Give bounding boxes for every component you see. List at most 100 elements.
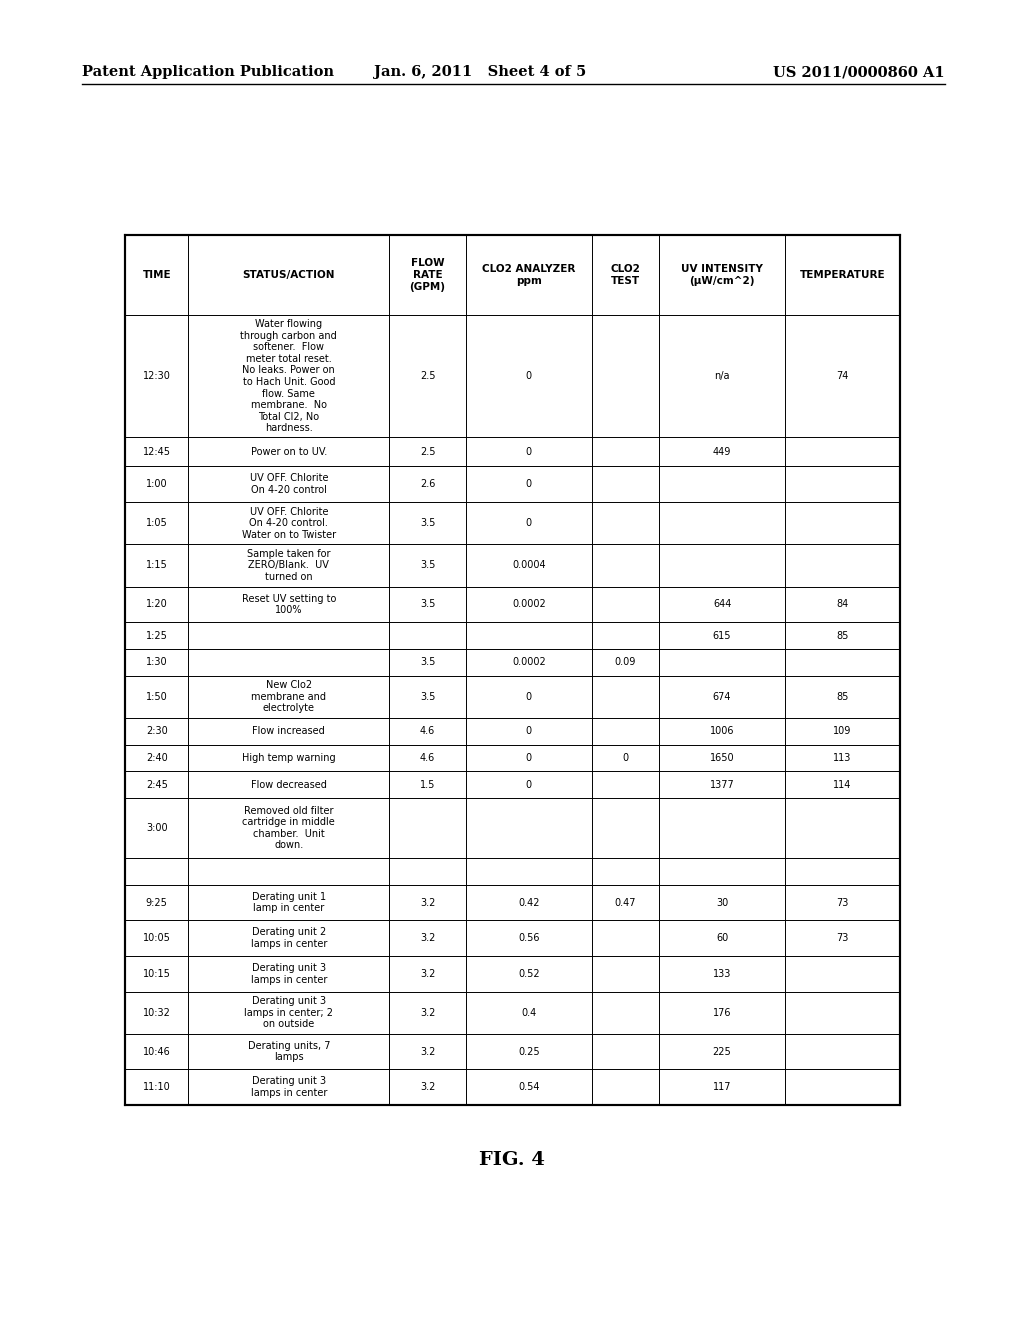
Text: Removed old filter
cartridge in middle
chamber.  Unit
down.: Removed old filter cartridge in middle c… [243,805,335,850]
Text: US 2011/0000860 A1: US 2011/0000860 A1 [773,65,945,79]
Text: 615: 615 [713,631,731,640]
Text: 85: 85 [837,692,849,702]
Text: Derating unit 1
lamp in center: Derating unit 1 lamp in center [252,892,326,913]
Text: 2.5: 2.5 [420,371,435,381]
Text: 10:32: 10:32 [142,1007,171,1018]
Text: 1:15: 1:15 [145,561,168,570]
Text: 1:25: 1:25 [145,631,168,640]
Text: 3.2: 3.2 [420,969,435,978]
Text: New Clo2
membrane and
electrolyte: New Clo2 membrane and electrolyte [251,680,327,713]
Text: 0.0002: 0.0002 [512,657,546,667]
Text: 4.6: 4.6 [420,752,435,763]
Text: Patent Application Publication: Patent Application Publication [82,65,334,79]
Text: 84: 84 [837,599,849,610]
Text: 1:00: 1:00 [146,479,168,490]
Text: TIME: TIME [142,271,171,280]
Text: 2.6: 2.6 [420,479,435,490]
Text: 0: 0 [525,726,531,737]
Text: High temp warning: High temp warning [242,752,336,763]
Text: 0: 0 [525,479,531,490]
Text: 2:40: 2:40 [145,752,168,763]
Text: Reset UV setting to
100%: Reset UV setting to 100% [242,594,336,615]
Text: 2:45: 2:45 [145,780,168,789]
Text: 0: 0 [525,447,531,457]
Text: Sample taken for
ZERO/Blank.  UV
turned on: Sample taken for ZERO/Blank. UV turned o… [247,549,331,582]
Text: Derating unit 2
lamps in center: Derating unit 2 lamps in center [251,928,327,949]
Text: 113: 113 [834,752,852,763]
Text: 12:30: 12:30 [142,371,171,381]
Text: 85: 85 [837,631,849,640]
Text: Power on to UV.: Power on to UV. [251,447,327,457]
Text: 0.52: 0.52 [518,969,540,978]
Text: 117: 117 [713,1082,731,1092]
Text: 0.56: 0.56 [518,933,540,942]
Text: 4.6: 4.6 [420,726,435,737]
Text: 0: 0 [623,752,629,763]
Text: 1.5: 1.5 [420,780,435,789]
Text: 10:15: 10:15 [142,969,171,978]
Text: 0.54: 0.54 [518,1082,540,1092]
Text: 225: 225 [713,1047,731,1056]
Text: 0: 0 [525,752,531,763]
Text: FIG. 4: FIG. 4 [479,1151,545,1170]
Text: 176: 176 [713,1007,731,1018]
Text: 0: 0 [525,780,531,789]
Text: 0: 0 [525,692,531,702]
Text: Flow decreased: Flow decreased [251,780,327,789]
Text: FLOW
RATE
(GPM): FLOW RATE (GPM) [410,257,445,292]
Text: 0.0002: 0.0002 [512,599,546,610]
Text: 30: 30 [716,898,728,908]
Text: 73: 73 [837,898,849,908]
Text: 0.47: 0.47 [614,898,636,908]
Text: 0: 0 [525,519,531,528]
Text: 0.0004: 0.0004 [512,561,546,570]
Text: 1:20: 1:20 [145,599,168,610]
Text: 11:10: 11:10 [143,1082,171,1092]
Text: 60: 60 [716,933,728,942]
Text: 3:00: 3:00 [146,822,168,833]
Text: STATUS/ACTION: STATUS/ACTION [243,271,335,280]
Text: Flow increased: Flow increased [253,726,326,737]
Text: 3.5: 3.5 [420,599,435,610]
Text: 1377: 1377 [710,780,734,789]
Text: 3.2: 3.2 [420,1082,435,1092]
Text: 10:05: 10:05 [142,933,171,942]
Text: 114: 114 [834,780,852,789]
Text: 3.2: 3.2 [420,1007,435,1018]
Text: 0.4: 0.4 [521,1007,537,1018]
Text: 3.5: 3.5 [420,519,435,528]
Text: TEMPERATURE: TEMPERATURE [800,271,886,280]
Text: 674: 674 [713,692,731,702]
Bar [125,235,900,1105]
Text: UV OFF. Chlorite
On 4-20 control.
Water on to Twister: UV OFF. Chlorite On 4-20 control. Water … [242,507,336,540]
Text: 3.2: 3.2 [420,933,435,942]
Text: 2.5: 2.5 [420,447,435,457]
Text: 2:30: 2:30 [145,726,168,737]
Text: 12:45: 12:45 [142,447,171,457]
Text: 0.42: 0.42 [518,898,540,908]
Text: 3.5: 3.5 [420,657,435,667]
Text: Derating unit 3
lamps in center: Derating unit 3 lamps in center [251,1076,327,1098]
Text: Derating unit 3
lamps in center; 2
on outside: Derating unit 3 lamps in center; 2 on ou… [245,997,334,1030]
Text: 3.5: 3.5 [420,561,435,570]
Text: Jan. 6, 2011   Sheet 4 of 5: Jan. 6, 2011 Sheet 4 of 5 [374,65,586,79]
Text: n/a: n/a [715,371,730,381]
Text: 9:25: 9:25 [145,898,168,908]
Text: UV OFF. Chlorite
On 4-20 control: UV OFF. Chlorite On 4-20 control [250,474,328,495]
Text: Derating units, 7
lamps: Derating units, 7 lamps [248,1040,330,1063]
Text: 74: 74 [837,371,849,381]
Text: 109: 109 [834,726,852,737]
Text: 3.2: 3.2 [420,898,435,908]
Text: 0.25: 0.25 [518,1047,540,1056]
Text: 644: 644 [713,599,731,610]
Text: 1:50: 1:50 [145,692,168,702]
Text: Water flowing
through carbon and
softener.  Flow
meter total reset.
No leaks. Po: Water flowing through carbon and softene… [241,319,337,433]
Text: 133: 133 [713,969,731,978]
Text: 3.5: 3.5 [420,692,435,702]
Text: 1:05: 1:05 [145,519,168,528]
Text: 1650: 1650 [710,752,734,763]
Text: CLO2 ANALYZER
ppm: CLO2 ANALYZER ppm [482,264,575,286]
Text: 3.2: 3.2 [420,1047,435,1056]
Text: 0.09: 0.09 [614,657,636,667]
Text: CLO2
TEST: CLO2 TEST [610,264,640,286]
